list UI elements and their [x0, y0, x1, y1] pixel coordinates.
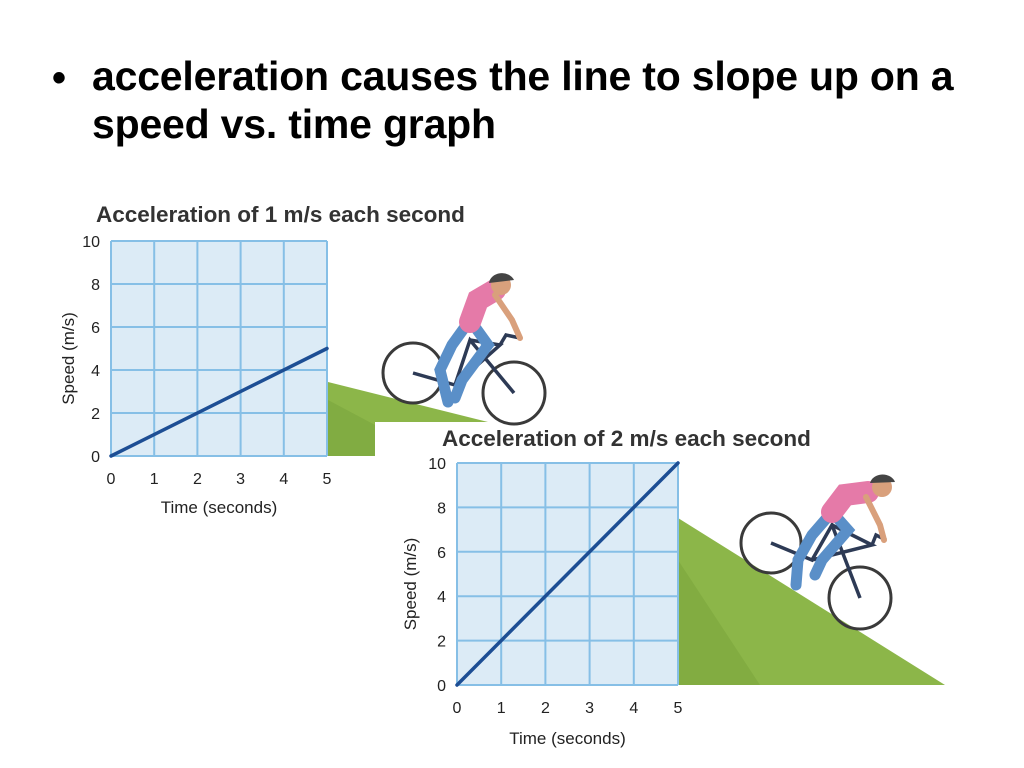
- bullet-text: acceleration causes the line to slope up…: [92, 53, 954, 147]
- y-axis-label: Speed (m/s): [401, 538, 420, 631]
- plot-area: [111, 241, 327, 456]
- x-tick-label: 5: [323, 471, 332, 488]
- y-tick-label: 2: [437, 634, 446, 651]
- y-tick-label: 2: [91, 406, 100, 423]
- rear-wheel: [739, 511, 803, 575]
- y-tick-label: 6: [437, 545, 446, 562]
- rider-torso: [459, 279, 506, 333]
- x-tick-label: 1: [497, 700, 506, 717]
- y-axis-label: Speed (m/s): [59, 312, 78, 405]
- y-tick-label: 4: [437, 589, 446, 606]
- y-tick-label: 0: [91, 449, 100, 466]
- y-tick-label: 8: [91, 277, 100, 294]
- rider-torso: [821, 481, 879, 523]
- hill-1-shadow: [328, 400, 375, 456]
- x-tick-label: 1: [150, 471, 159, 488]
- chart-acceleration-2: 0 1 2 3 4 5 0 2 4 6 8 10 Acceleration of 2 m/s each …: [401, 426, 811, 748]
- x-axis-label: Time (seconds): [161, 498, 278, 517]
- rider-arm: [492, 292, 523, 341]
- chart-title: Acceleration of 1 m/s each second: [96, 202, 465, 227]
- bullet-dot: •: [52, 56, 67, 100]
- x-tick-label: 3: [236, 471, 245, 488]
- helmet: [870, 474, 895, 483]
- x-tick-label: 5: [674, 700, 683, 717]
- y-tick-label: 0: [437, 678, 446, 695]
- y-tick-label: 4: [91, 363, 100, 380]
- rider-legs: [434, 314, 495, 408]
- x-tick-label: 2: [193, 471, 202, 488]
- x-tick-label: 3: [585, 700, 594, 717]
- y-tick-label: 10: [428, 456, 446, 473]
- chart-acceleration-1: 0 1 2 3 4 5 0 2 4 6 8 10 Acceleration of 1 m/s each …: [59, 202, 465, 517]
- y-tick-label: 10: [82, 234, 100, 251]
- x-tick-label: 4: [279, 471, 288, 488]
- chart-title: Acceleration of 2 m/s each second: [442, 426, 811, 451]
- y-tick-label: 6: [91, 320, 100, 337]
- x-tick-label: 0: [453, 700, 462, 717]
- rider-legs: [790, 506, 856, 591]
- data-line-speed: [109, 346, 329, 458]
- y-tick-label: 8: [437, 500, 446, 517]
- x-tick-label: 0: [107, 471, 116, 488]
- rider-arm: [863, 494, 887, 543]
- hill-2-shadow: [678, 560, 760, 685]
- cyclist-riding-downhill-1: [381, 273, 547, 426]
- x-tick-label: 2: [541, 700, 550, 717]
- front-wheel: [827, 565, 893, 631]
- front-wheel: [481, 360, 547, 426]
- data-line-speed: [455, 461, 680, 687]
- x-tick-label: 4: [629, 700, 638, 717]
- x-axis-label: Time (seconds): [509, 729, 626, 748]
- helmet: [489, 273, 514, 283]
- cyclist-riding-downhill-2: [739, 474, 895, 631]
